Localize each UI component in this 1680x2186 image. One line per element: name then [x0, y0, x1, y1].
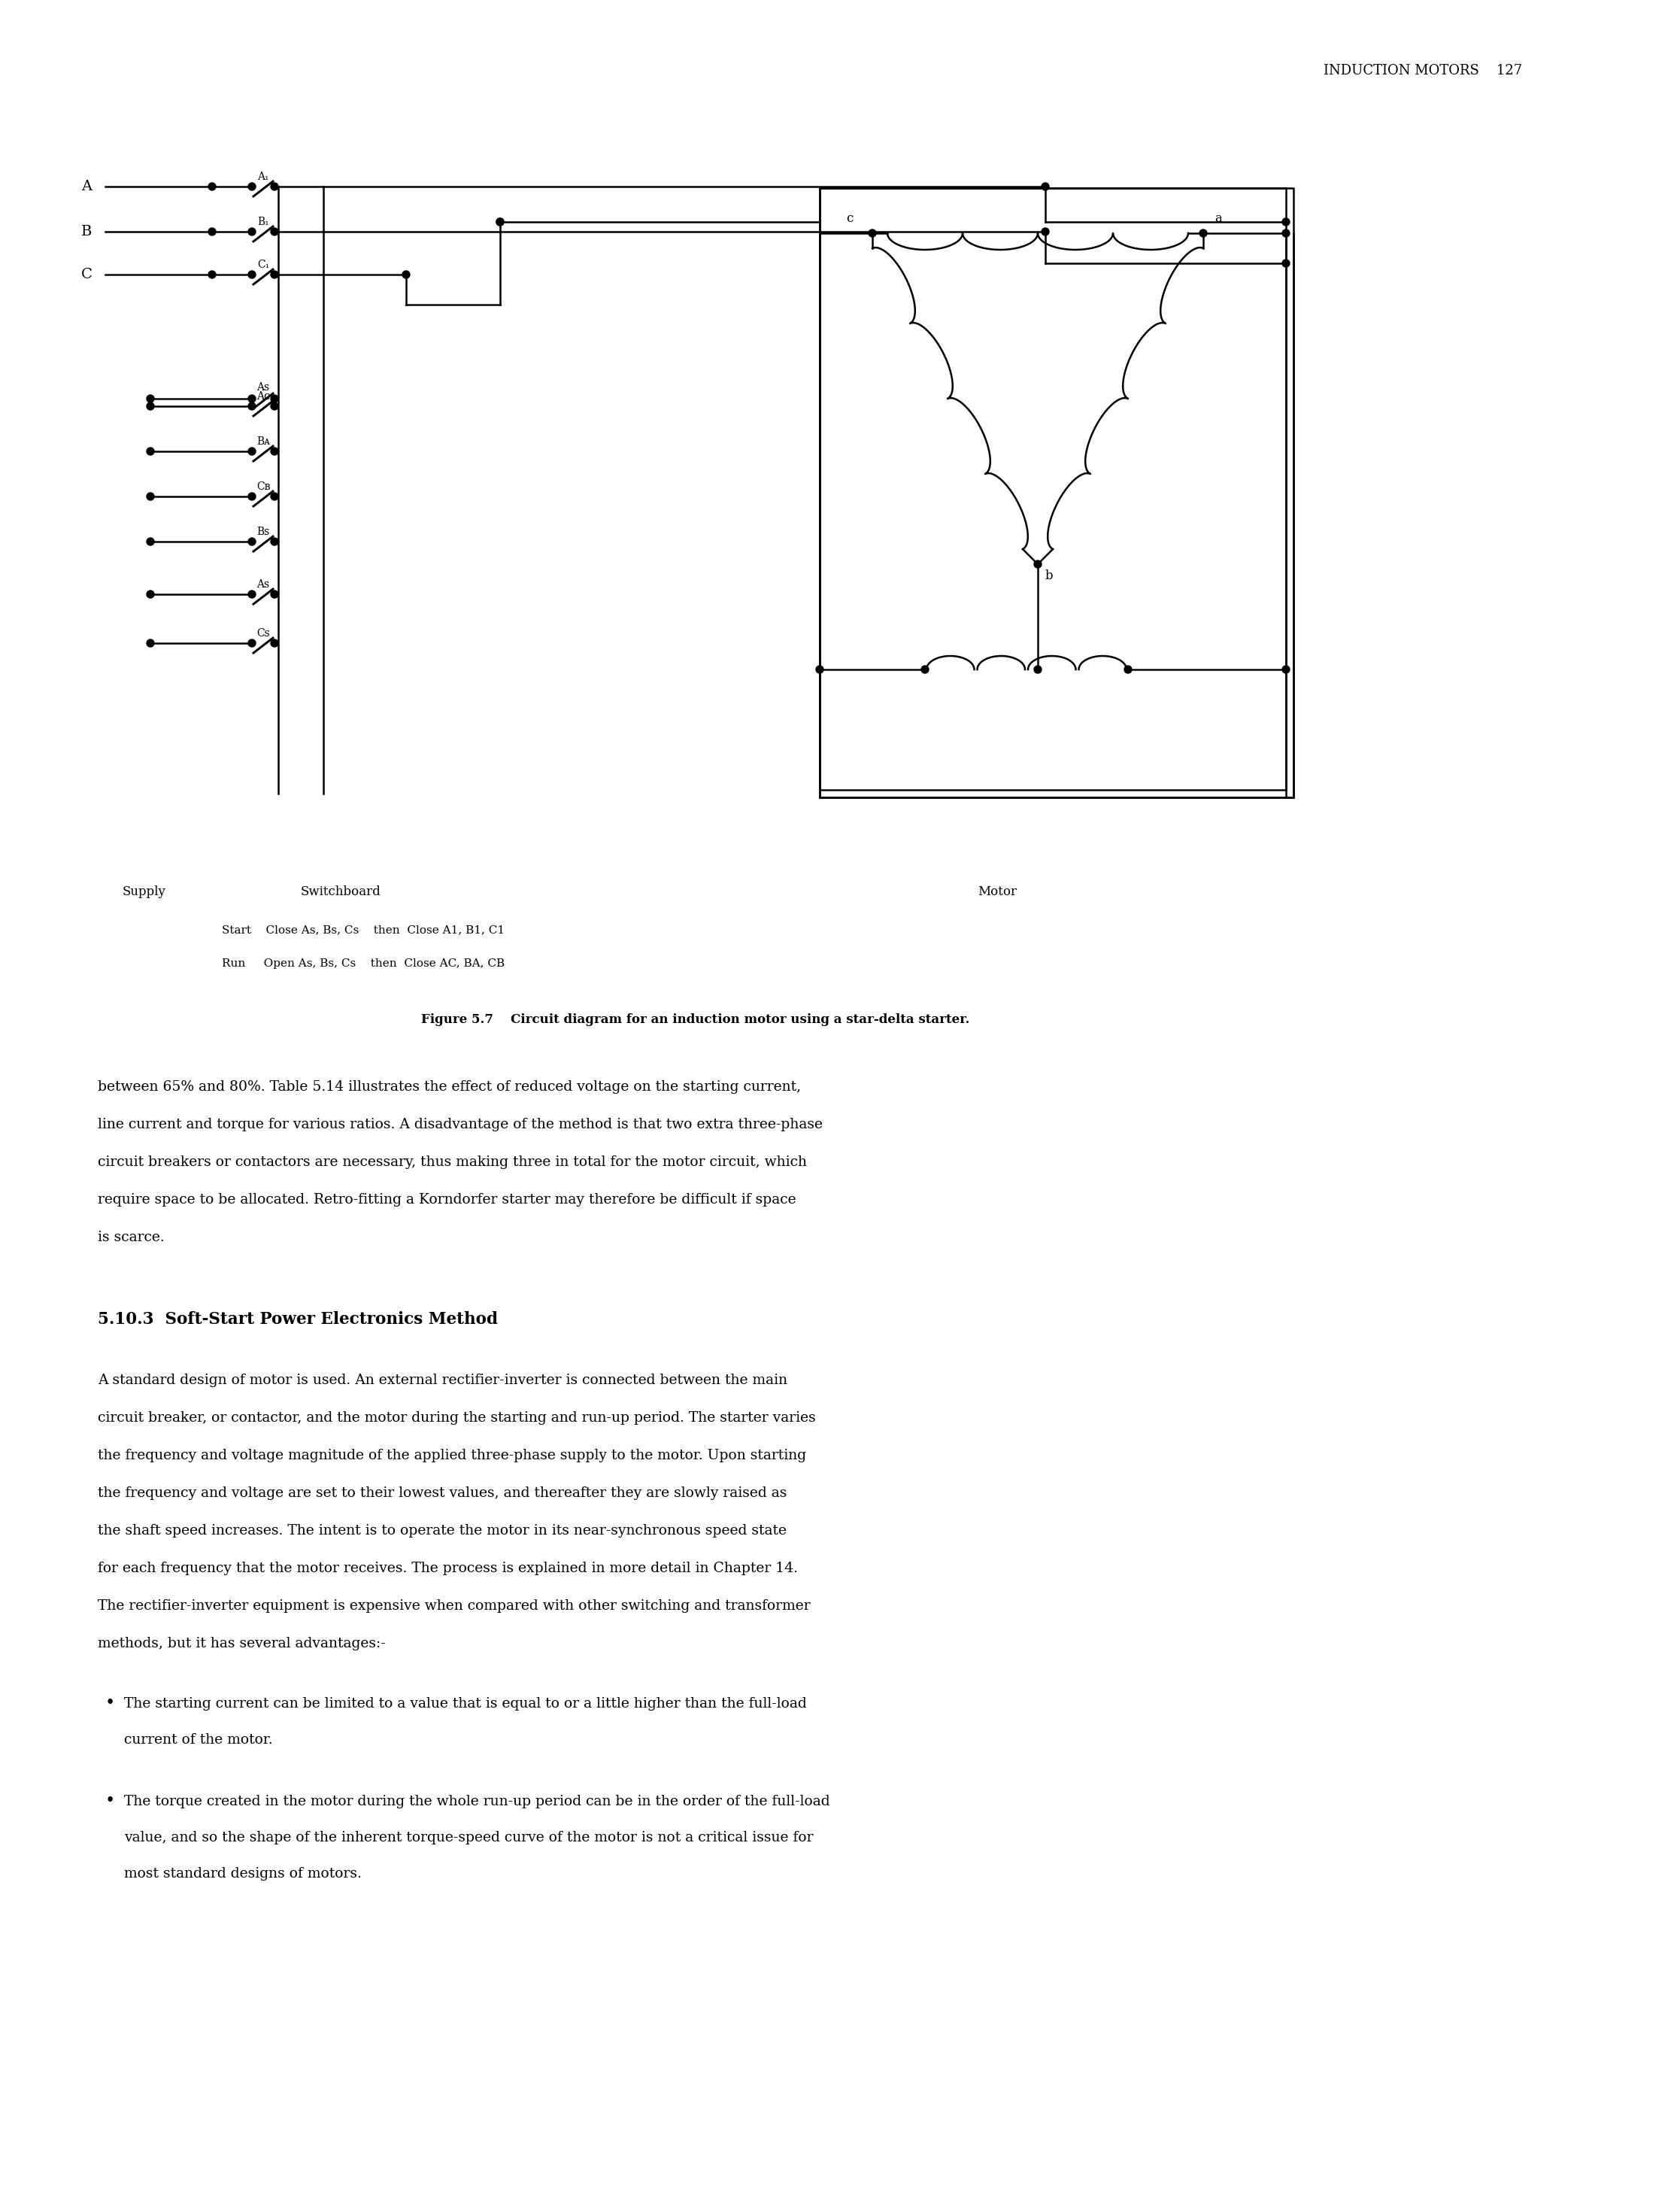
- Text: •: •: [106, 1793, 116, 1810]
- Circle shape: [270, 271, 279, 278]
- Circle shape: [146, 396, 155, 402]
- Circle shape: [869, 230, 875, 236]
- Circle shape: [1042, 184, 1048, 190]
- Circle shape: [208, 227, 215, 236]
- Circle shape: [249, 448, 255, 455]
- Circle shape: [1282, 667, 1290, 673]
- Text: circuit breakers or contactors are necessary, thus making three in total for the: circuit breakers or contactors are neces…: [97, 1156, 806, 1170]
- Circle shape: [270, 227, 279, 236]
- Text: Bꜱ: Bꜱ: [257, 527, 270, 538]
- Circle shape: [1282, 230, 1290, 236]
- Circle shape: [921, 667, 929, 673]
- Circle shape: [1282, 219, 1290, 225]
- Text: Run     Open As, Bs, Cs    then  Close AC, BA, CB: Run Open As, Bs, Cs then Close AC, BA, C…: [222, 957, 504, 968]
- Circle shape: [208, 271, 215, 278]
- Circle shape: [1124, 667, 1132, 673]
- Text: between 65% and 80%. Table 5.14 illustrates the effect of reduced voltage on the: between 65% and 80%. Table 5.14 illustra…: [97, 1080, 801, 1093]
- Circle shape: [816, 667, 823, 673]
- Circle shape: [1033, 560, 1042, 568]
- Circle shape: [146, 492, 155, 501]
- Circle shape: [146, 538, 155, 544]
- Circle shape: [1033, 667, 1042, 673]
- Text: Supply: Supply: [123, 885, 166, 898]
- Circle shape: [249, 638, 255, 647]
- Text: The torque created in the motor during the whole run-up period can be in the ord: The torque created in the motor during t…: [124, 1795, 830, 1808]
- Circle shape: [270, 402, 279, 411]
- Text: Aꜱ: Aꜱ: [257, 579, 270, 590]
- Text: methods, but it has several advantages:-: methods, but it has several advantages:-: [97, 1637, 386, 1650]
- Circle shape: [1200, 230, 1206, 236]
- Circle shape: [249, 402, 255, 411]
- Circle shape: [146, 638, 155, 647]
- Circle shape: [270, 448, 279, 455]
- Text: B₁: B₁: [257, 216, 269, 227]
- Circle shape: [270, 396, 279, 402]
- Circle shape: [270, 184, 279, 190]
- Text: •: •: [106, 1694, 116, 1712]
- Circle shape: [496, 219, 504, 225]
- Text: current of the motor.: current of the motor.: [124, 1733, 272, 1747]
- Text: the frequency and voltage are set to their lowest values, and thereafter they ar: the frequency and voltage are set to the…: [97, 1486, 786, 1500]
- Text: Aꜱ: Aꜱ: [257, 383, 270, 393]
- Text: circuit breaker, or contactor, and the motor during the starting and run-up peri: circuit breaker, or contactor, and the m…: [97, 1412, 816, 1425]
- Text: require space to be allocated. Retro-fitting a Korndorfer starter may therefore : require space to be allocated. Retro-fit…: [97, 1194, 796, 1207]
- Circle shape: [270, 638, 279, 647]
- Circle shape: [496, 219, 504, 225]
- Circle shape: [146, 402, 155, 411]
- Text: the shaft speed increases. The intent is to operate the motor in its near-synchr: the shaft speed increases. The intent is…: [97, 1524, 786, 1537]
- Text: INDUCTION MOTORS    127: INDUCTION MOTORS 127: [1324, 63, 1522, 77]
- Bar: [820, 188, 1285, 789]
- Circle shape: [1042, 227, 1048, 236]
- Text: A: A: [81, 179, 92, 192]
- Text: C: C: [81, 269, 92, 282]
- Circle shape: [1282, 260, 1290, 267]
- Text: line current and torque for various ratios. A disadvantage of the method is that: line current and torque for various rati…: [97, 1117, 823, 1132]
- Text: Cʙ: Cʙ: [257, 481, 270, 492]
- Text: Aᴄ: Aᴄ: [257, 391, 270, 402]
- Circle shape: [270, 590, 279, 599]
- Circle shape: [270, 538, 279, 544]
- Text: is scarce.: is scarce.: [97, 1231, 165, 1244]
- Text: Motor: Motor: [978, 885, 1016, 898]
- Circle shape: [249, 590, 255, 599]
- Text: Cꜱ: Cꜱ: [257, 627, 270, 638]
- Circle shape: [402, 271, 410, 278]
- Text: The rectifier-inverter equipment is expensive when compared with other switching: The rectifier-inverter equipment is expe…: [97, 1600, 810, 1613]
- Text: A standard design of motor is used. An external rectifier-inverter is connected : A standard design of motor is used. An e…: [97, 1373, 788, 1388]
- Text: most standard designs of motors.: most standard designs of motors.: [124, 1867, 361, 1880]
- Circle shape: [146, 590, 155, 599]
- Circle shape: [208, 184, 215, 190]
- Text: Figure 5.7    Circuit diagram for an induction motor using a star-delta starter.: Figure 5.7 Circuit diagram for an induct…: [422, 1014, 969, 1025]
- Text: b: b: [1045, 568, 1053, 581]
- Text: c: c: [847, 212, 853, 225]
- Text: for each frequency that the motor receives. The process is explained in more det: for each frequency that the motor receiv…: [97, 1561, 798, 1576]
- Text: Switchboard: Switchboard: [301, 885, 381, 898]
- Text: C₁: C₁: [257, 260, 269, 271]
- Circle shape: [249, 227, 255, 236]
- Circle shape: [146, 448, 155, 455]
- Text: A₁: A₁: [257, 171, 269, 181]
- Text: B: B: [81, 225, 92, 238]
- Text: Bᴀ: Bᴀ: [257, 437, 270, 446]
- Circle shape: [249, 396, 255, 402]
- Text: The starting current can be limited to a value that is equal to or a little high: The starting current can be limited to a…: [124, 1696, 806, 1712]
- Text: 5.10.3  Soft-Start Power Electronics Method: 5.10.3 Soft-Start Power Electronics Meth…: [97, 1312, 497, 1327]
- Text: a: a: [1215, 212, 1221, 225]
- Text: value, and so the shape of the inherent torque-speed curve of the motor is not a: value, and so the shape of the inherent …: [124, 1832, 813, 1845]
- Circle shape: [249, 538, 255, 544]
- Circle shape: [249, 271, 255, 278]
- Circle shape: [249, 184, 255, 190]
- Circle shape: [249, 492, 255, 501]
- Circle shape: [270, 492, 279, 501]
- Text: the frequency and voltage magnitude of the applied three-phase supply to the mot: the frequency and voltage magnitude of t…: [97, 1449, 806, 1462]
- Text: Start    Close As, Bs, Cs    then  Close A1, B1, C1: Start Close As, Bs, Cs then Close A1, B1…: [222, 925, 504, 936]
